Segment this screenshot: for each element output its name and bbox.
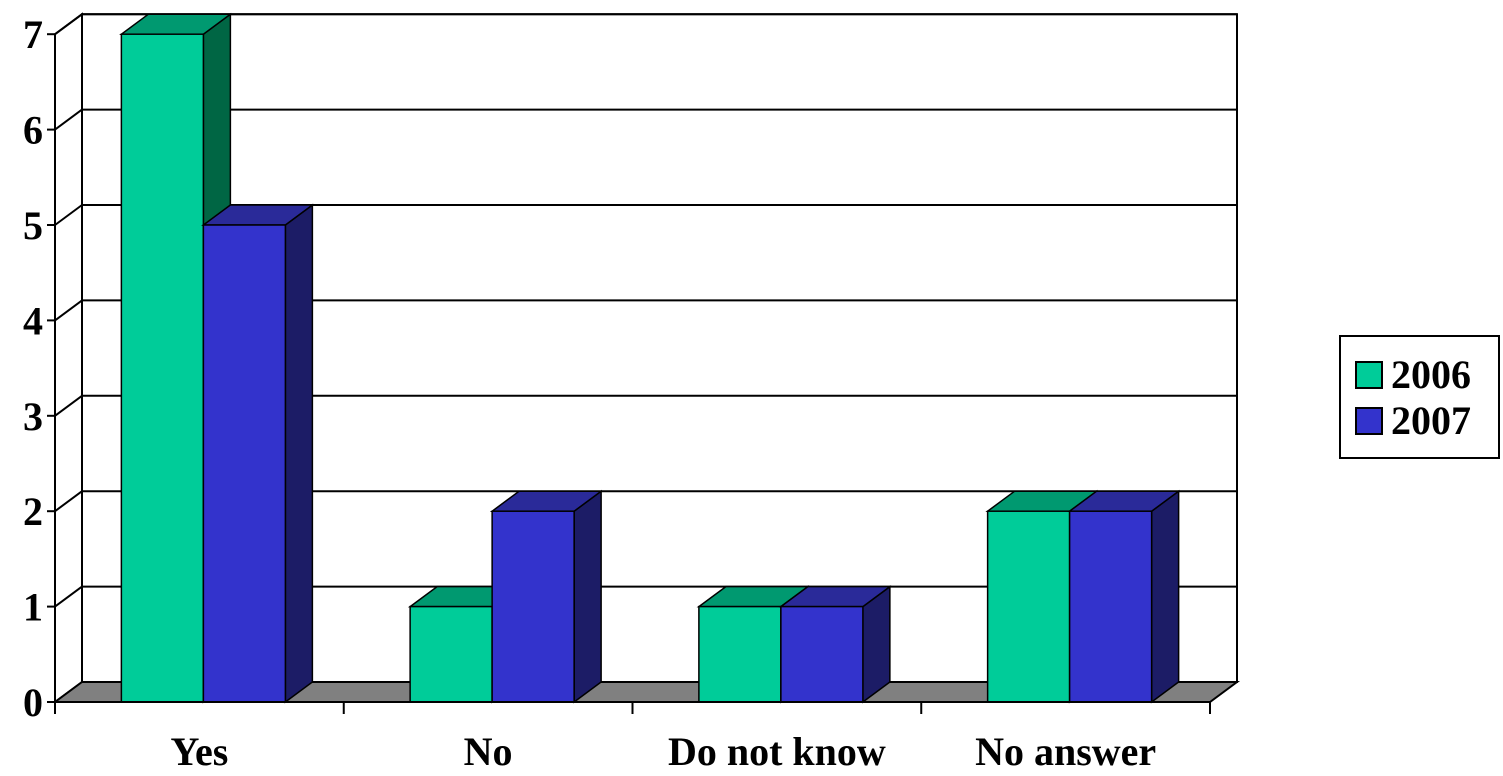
y-tick-label: 7 xyxy=(23,12,43,57)
gridline-diagonal xyxy=(54,299,83,322)
bar-front xyxy=(1068,510,1153,703)
y-tick-label: 1 xyxy=(23,585,43,630)
y-tick-label: 5 xyxy=(23,203,43,248)
y-tick-label: 3 xyxy=(23,394,43,439)
side-wall xyxy=(54,12,83,704)
x-axis-tick-labels: Yes No Do not know No answer xyxy=(170,729,1156,774)
bar-2007-yes xyxy=(201,203,315,704)
legend-label-2007: 2007 xyxy=(1391,398,1471,443)
bar-front xyxy=(780,605,864,703)
legend-swatch-2006 xyxy=(1355,361,1383,389)
bar-2007-do-not-know xyxy=(778,585,893,704)
x-tick-label: No xyxy=(464,729,513,774)
bar-side xyxy=(1150,489,1180,704)
legend-item-2007: 2007 xyxy=(1355,401,1471,441)
x-tick-label: Yes xyxy=(170,729,228,774)
x-tick-label: Do not know xyxy=(668,729,886,774)
bar-side xyxy=(284,203,314,704)
bar-front xyxy=(120,33,205,703)
legend: 2006 2007 xyxy=(1339,335,1500,459)
axes xyxy=(47,33,1211,714)
gridline-diagonal xyxy=(54,204,83,226)
x-tick-label: No answer xyxy=(975,729,1156,774)
y-tick-label: 2 xyxy=(23,489,43,534)
bar-front xyxy=(491,510,575,703)
bar-2007-no-answer xyxy=(1067,489,1181,704)
gridline-diagonal xyxy=(54,13,83,36)
bar-front xyxy=(202,224,287,703)
bar-front xyxy=(698,605,782,703)
gridline-diagonal xyxy=(54,585,83,608)
gridline-diagonal xyxy=(54,490,83,513)
legend-label-2006: 2006 xyxy=(1391,352,1471,397)
legend-swatch-2007 xyxy=(1355,407,1383,435)
bar-front xyxy=(986,510,1071,703)
y-tick-label: 6 xyxy=(23,108,43,153)
legend-item-2006: 2006 xyxy=(1355,355,1471,395)
y-axis-tick-labels: 0 1 2 3 4 5 6 7 xyxy=(23,12,43,725)
bars xyxy=(119,12,1181,704)
bar-front xyxy=(409,605,493,703)
gridline-diagonal xyxy=(54,394,83,417)
gridline-diagonal xyxy=(54,108,83,131)
bar-2007-no xyxy=(489,489,604,704)
y-tick-label: 0 xyxy=(23,680,43,725)
bar-side xyxy=(573,489,602,704)
y-tick-label: 4 xyxy=(23,298,43,343)
